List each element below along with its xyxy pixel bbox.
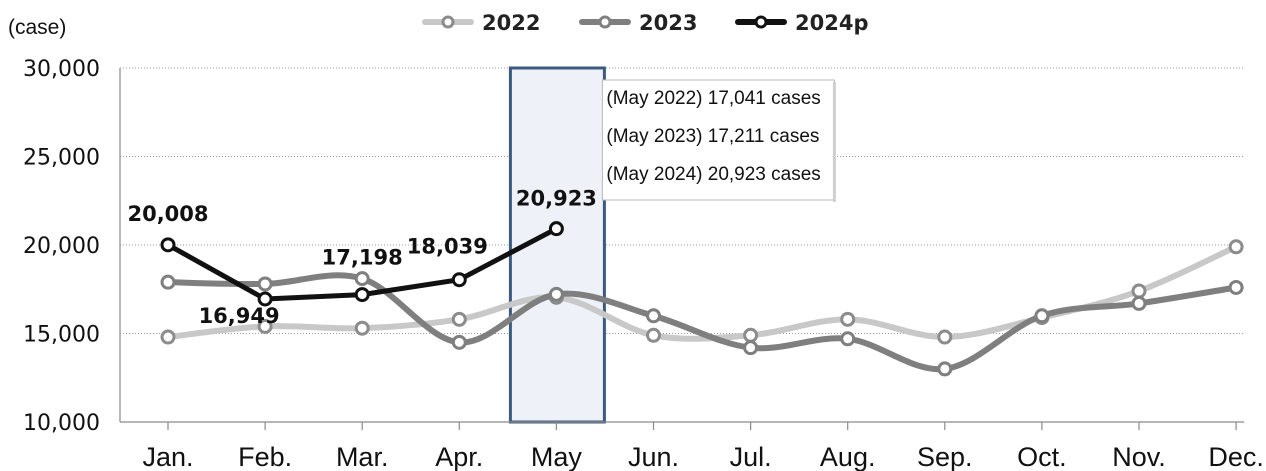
point-2023 [1228, 279, 1244, 295]
point-2022 [646, 327, 661, 343]
point-2024p [548, 221, 564, 237]
x-tick-label: Apr. [435, 442, 483, 471]
point-2022 [1228, 239, 1244, 255]
data-labels: 20,008 16,949 17,198 18,039 20,923 [127, 187, 596, 328]
point-2022 [257, 318, 273, 334]
x-tick-label: Aug. [820, 442, 876, 471]
point-2023 [743, 340, 759, 356]
point-2022 [840, 311, 856, 327]
legend: 2022 2023 2024p [422, 11, 868, 35]
data-label: 20,923 [516, 187, 597, 211]
x-tick-label: Dec. [1208, 442, 1264, 471]
legend-swatch-marker [598, 15, 612, 29]
x-tick-label: Jan. [142, 442, 193, 471]
annotation-box [601, 79, 835, 201]
series-lines [160, 221, 1244, 377]
y-tick-label: 25,000 [23, 146, 100, 171]
x-tick-label: May [531, 442, 583, 471]
y-tick-label: 15,000 [23, 323, 100, 348]
annotation-line: (May 2022) 17,041 cases [606, 88, 820, 109]
point-2023 [354, 271, 370, 287]
x-tick-label: Mar. [336, 442, 389, 471]
x-tick-label: Jun. [628, 442, 679, 471]
point-2024p [451, 272, 467, 288]
point-2022 [451, 311, 467, 327]
point-2022 [160, 329, 176, 345]
point-2022 [743, 327, 759, 343]
point-2023 [548, 286, 564, 302]
y-tick-label: 20,000 [23, 234, 100, 259]
point-2022 [937, 329, 953, 345]
y-tick-label: 10,000 [23, 411, 100, 436]
y-tick-label: 30,000 [23, 57, 100, 82]
annotation-line: (May 2024) 20,923 cases [606, 164, 820, 185]
point-2023 [451, 334, 467, 350]
data-label: 16,949 [199, 304, 280, 328]
point-2022 [354, 320, 370, 336]
point-2023 [646, 308, 661, 324]
point-2023 [1034, 308, 1050, 324]
annotation-line: (May 2023) 17,211 cases [606, 126, 819, 147]
data-label: 20,008 [127, 202, 208, 226]
point-2024p [160, 237, 176, 253]
x-tick-label: Nov. [1112, 442, 1166, 471]
point-2023 [1131, 295, 1147, 311]
x-tick-label: Feb. [238, 442, 292, 471]
legend-swatch-marker [441, 15, 455, 29]
x-tick-label: Jul. [730, 442, 772, 471]
legend-label: 2024p [795, 11, 868, 35]
data-label: 18,039 [407, 235, 488, 259]
point-2024p [354, 287, 370, 303]
point-2022 [1131, 283, 1147, 299]
legend-label: 2022 [482, 11, 540, 35]
point-2024p [257, 291, 273, 307]
x-tick-label: Oct. [1017, 442, 1067, 471]
axes: 10,000 15,000 20,000 25,000 30,000 Jan. Feb. Ma… [23, 57, 1264, 471]
may-annotation-box: (May 2022) 17,041 cases (May 2023) 17,211… [601, 79, 836, 202]
legend-label: 2023 [639, 11, 697, 35]
legend-swatch-marker [754, 15, 768, 29]
data-label: 17,198 [322, 246, 403, 270]
point-2023 [160, 274, 176, 290]
y-unit-label: (case) [8, 16, 66, 39]
point-2023 [840, 331, 856, 347]
point-2023 [937, 361, 953, 377]
x-tick-label: Sep. [917, 442, 973, 471]
point-2023 [257, 276, 273, 292]
series-line-2023 [165, 272, 1240, 373]
